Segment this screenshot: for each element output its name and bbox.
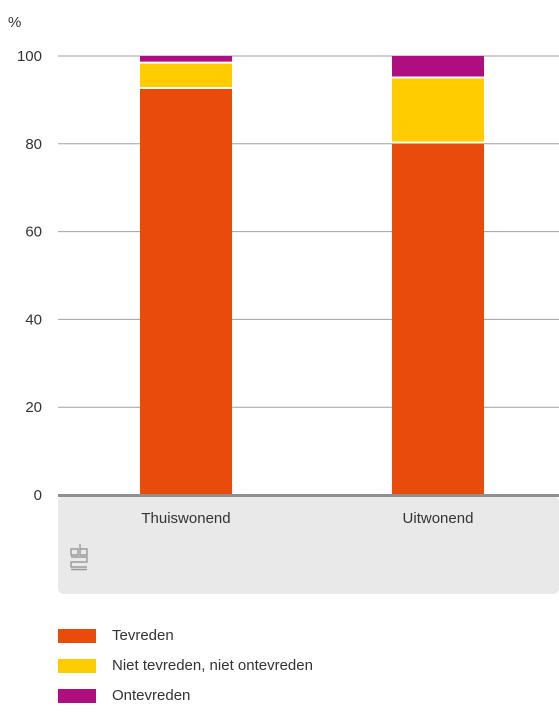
x-axis-band <box>58 496 559 594</box>
y-tick-label: 60 <box>25 224 42 241</box>
legend-item-tevreden: Tevreden <box>58 624 313 647</box>
bar-segment-uitwonend-2 <box>392 56 484 78</box>
y-tick-labels: 0 20 40 60 80 100 <box>17 48 42 504</box>
bar-segment-thuiswonend-2 <box>140 56 232 63</box>
stacked-bar-chart: 0 20 40 60 80 100 Thuiswonend Uitwonend % <box>8 14 559 594</box>
bar-segment-thuiswonend-0 <box>140 88 232 495</box>
legend-label: Ontevreden <box>112 687 191 704</box>
y-tick-label: 20 <box>25 399 42 416</box>
y-unit-label: % <box>8 14 21 31</box>
legend-item-ontevreden: Ontevreden <box>58 684 313 707</box>
legend: Tevreden Niet tevreden, niet ontevreden … <box>58 624 313 714</box>
legend-swatch <box>58 628 96 643</box>
legend-label: Tevreden <box>112 627 174 644</box>
cbs-logo-icon <box>70 544 88 571</box>
legend-swatch <box>58 658 96 673</box>
y-tick-label: 100 <box>17 48 42 65</box>
bar-segment-uitwonend-0 <box>392 142 484 495</box>
legend-item-neutraal: Niet tevreden, niet ontevreden <box>58 654 313 677</box>
bar-segment-thuiswonend-1 <box>140 62 232 89</box>
x-category-label: Uitwonend <box>403 510 474 527</box>
legend-label: Niet tevreden, niet ontevreden <box>112 657 313 674</box>
legend-swatch <box>58 688 96 703</box>
bar-segment-uitwonend-1 <box>392 77 484 143</box>
bars <box>140 56 484 495</box>
y-tick-label: 0 <box>34 487 42 504</box>
y-tick-label: 80 <box>25 136 42 153</box>
x-category-label: Thuiswonend <box>141 510 230 527</box>
y-tick-label: 40 <box>25 311 42 328</box>
x-category-labels: Thuiswonend Uitwonend <box>141 510 473 527</box>
